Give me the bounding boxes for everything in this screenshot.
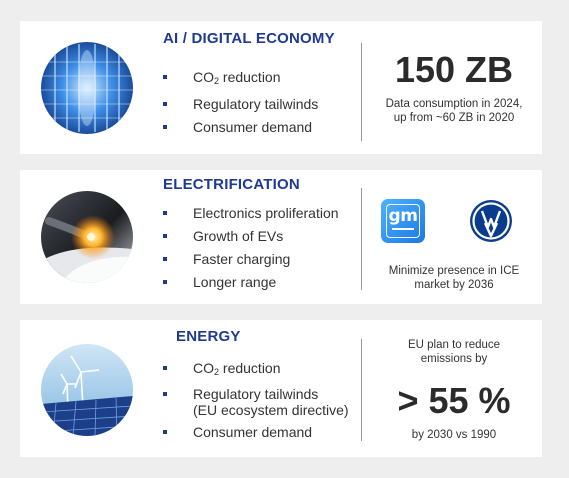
divider: [361, 188, 362, 290]
section-title: ENERGY: [176, 328, 241, 345]
bullet-faster-charging: Faster charging: [163, 251, 339, 267]
data-center-icon: [41, 42, 133, 134]
logos-note: Minimize presence in ICE market by 2036: [388, 265, 520, 291]
gm-logo: gm: [381, 199, 425, 243]
bullet-regulatory-tailwinds: Regulatory tailwinds: [163, 96, 318, 112]
bullet-longer-range: Longer range: [163, 274, 339, 290]
section-title: ELECTRIFICATION: [163, 176, 300, 193]
bullet-consumer-demand: Consumer demand: [163, 119, 318, 135]
bullet-list: CO2 reduction Regulatory tailwinds Consu…: [163, 69, 318, 135]
metric-note-top: EU plan to reduce emissions by: [407, 339, 501, 365]
section-title: AI / DIGITAL ECONOMY: [163, 30, 335, 47]
metric-note: Data consumption in 2024, up from ~60 ZB…: [385, 98, 523, 124]
bullet-regulatory-tailwinds: Regulatory tailwinds (EU ecosystem direct…: [163, 386, 349, 418]
vw-logo: [469, 199, 513, 243]
bullet-co2-reduction: CO2 reduction: [163, 360, 349, 380]
bullet-consumer-demand: Consumer demand: [163, 424, 349, 440]
bullet-list: CO2 reduction Regulatory tailwinds (EU ec…: [163, 360, 349, 440]
divider: [361, 339, 362, 441]
card-electrification: ELECTRIFICATION Electronics proliferatio…: [20, 170, 542, 304]
wind-solar-icon: [41, 344, 133, 436]
bullet-growth-of-evs: Growth of EVs: [163, 228, 339, 244]
bullet-list: Electronics proliferation Growth of EVs …: [163, 205, 339, 290]
ev-charging-icon: [41, 191, 133, 283]
card-ai-digital-economy: AI / DIGITAL ECONOMY CO2 reduction Regul…: [20, 21, 542, 154]
divider: [361, 43, 362, 141]
bullet-co2-reduction: CO2 reduction: [163, 69, 318, 89]
metric-value: > 55 %: [397, 380, 511, 421]
metric-value: 150 ZB: [394, 49, 514, 90]
bullet-electronics-proliferation: Electronics proliferation: [163, 205, 339, 221]
metric-note-bottom: by 2030 vs 1990: [411, 429, 497, 441]
card-energy: ENERGY CO2 reduction Regulatory tailwind…: [20, 320, 542, 457]
